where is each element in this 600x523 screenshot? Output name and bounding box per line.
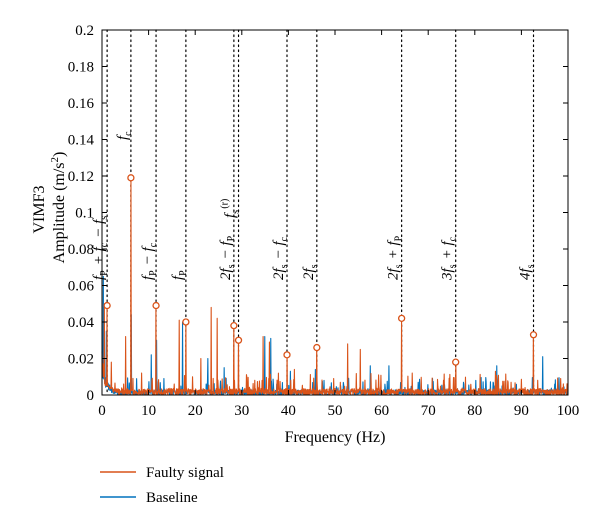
x-tick-label: 70 — [421, 403, 436, 419]
peak-markers — [103, 174, 538, 366]
x-tick-label: 30 — [234, 403, 249, 419]
frequency-annotations: fP + fc − fs fc fP − fc fP 2fs − fP fs (… — [91, 130, 537, 281]
y-axis-label-title: VIMF3 — [31, 185, 48, 233]
peak-marker — [452, 358, 460, 366]
x-tick-label: 90 — [514, 403, 529, 419]
peak-marker — [127, 174, 135, 182]
y-tick-label: 0.1 — [75, 206, 94, 222]
x-tick-label: 10 — [141, 403, 156, 419]
peak-marker — [103, 301, 111, 310]
y-tick-label: 0.14 — [68, 133, 95, 149]
peak-marker — [182, 318, 190, 326]
y-tick-label: 0.06 — [68, 279, 95, 295]
annotation-label: fP + fc − fs — [91, 215, 110, 280]
peak-marker — [152, 301, 160, 310]
annotation-guides — [106, 29, 535, 396]
annotation-label: 2fs — [301, 263, 320, 280]
peak-marker — [234, 336, 243, 344]
y-tick-label: 0.16 — [68, 96, 95, 112]
y-tick-label: 0.12 — [68, 169, 94, 185]
y-tick-label: 0.18 — [68, 60, 94, 76]
legend-label: Baseline — [146, 490, 198, 506]
annotation-label: 2fs − fc — [271, 236, 290, 280]
legend: Faulty signal Baseline — [100, 465, 224, 506]
annotation-label: fP — [170, 269, 189, 280]
y-tick-label: 0.04 — [68, 315, 95, 331]
x-tick-label: 60 — [374, 403, 389, 419]
annotation-label: fc — [115, 130, 134, 140]
x-tick-label: 40 — [281, 403, 296, 419]
peak-marker — [313, 343, 321, 352]
annotation-label: 3fs + fc — [440, 236, 459, 281]
y-tick-label: 0 — [87, 388, 95, 404]
legend-label: Faulty signal — [146, 465, 224, 481]
annotation-label: 2fs + fP — [386, 235, 405, 280]
y-tick-label: 0.08 — [68, 242, 94, 258]
x-tick-label: 0 — [98, 403, 106, 419]
x-axis-label: Frequency (Hz) — [285, 429, 386, 446]
annotation-label: 4fs — [518, 263, 537, 280]
x-tick-label: 100 — [557, 403, 580, 419]
peak-marker — [397, 314, 406, 323]
annotation-label: fP − fc — [140, 241, 159, 280]
peak-marker — [529, 331, 538, 339]
annotation-label: fs (r) — [220, 197, 242, 218]
x-tick-label: 20 — [188, 403, 203, 419]
annotation-label: 2fs − fP — [218, 235, 237, 280]
y-tick-label: 0.2 — [75, 23, 94, 39]
x-tick-label: 50 — [328, 403, 343, 419]
peak-marker — [230, 321, 238, 330]
series-line-faulty-signal — [101, 177, 569, 396]
x-tick-label: 80 — [467, 403, 482, 419]
peak-marker — [283, 351, 291, 359]
axis-ticks: 0 10 20 30 40 50 60 70 80 90 100 0 0.02 0.04 0.06 0.08 0… — [68, 23, 580, 419]
y-axis-label: VIMF3 Amplitude (m/s2) — [31, 152, 68, 264]
y-axis-label-units: Amplitude (m/s2) — [49, 152, 68, 264]
y-tick-label: 0.02 — [68, 352, 94, 368]
